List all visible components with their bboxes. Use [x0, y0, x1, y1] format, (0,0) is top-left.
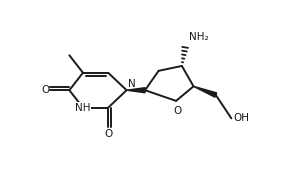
- Text: NH: NH: [75, 103, 91, 113]
- Text: N: N: [128, 79, 135, 89]
- Text: O: O: [104, 129, 112, 139]
- Text: OH: OH: [233, 113, 249, 123]
- Text: O: O: [173, 106, 181, 116]
- Text: O: O: [42, 85, 50, 95]
- Polygon shape: [127, 88, 145, 93]
- Text: NH₂: NH₂: [189, 32, 208, 42]
- Polygon shape: [194, 86, 217, 97]
